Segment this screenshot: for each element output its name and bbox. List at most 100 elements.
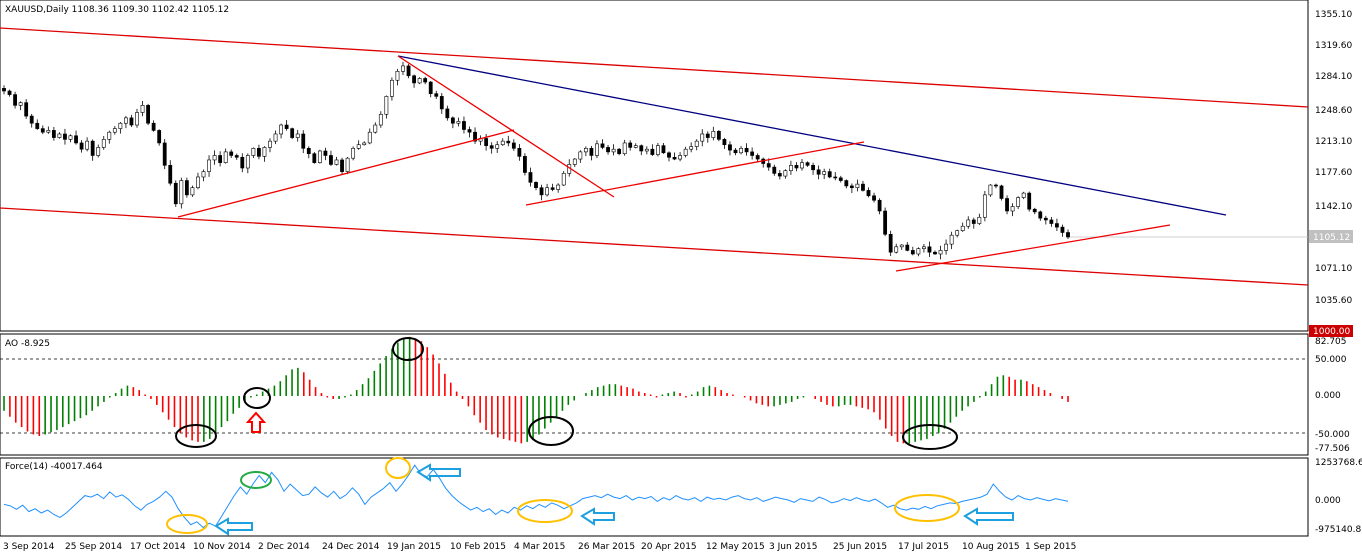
candle [960, 222, 965, 232]
ao-marker-jan[interactable] [392, 337, 424, 361]
candle [933, 250, 937, 255]
candle [390, 77, 394, 101]
blue-left-arrow-jul[interactable] [963, 507, 1014, 526]
main-pane[interactable] [0, 0, 1309, 332]
force-marker-jan[interactable] [385, 457, 411, 479]
candles-layer [2, 61, 1070, 260]
candle [971, 217, 976, 229]
candle [556, 183, 561, 193]
force-marker-jul[interactable] [894, 494, 960, 522]
candle [888, 230, 893, 257]
trend-line-1[interactable] [177, 129, 515, 218]
candle [495, 140, 500, 153]
blue-trend-line[interactable] [397, 55, 1227, 216]
force-marker-dec[interactable] [240, 471, 272, 489]
ao-title: AO -8.925 [5, 339, 50, 349]
candle [639, 144, 644, 156]
x-tick: 19 Jan 2015 [387, 542, 441, 552]
ao-marker-dec[interactable] [243, 387, 271, 409]
candle [733, 147, 738, 156]
candle [966, 216, 971, 229]
candle [944, 239, 948, 255]
blue-left-arrow-jan[interactable] [416, 463, 461, 482]
candle [528, 167, 533, 187]
blue-left-arrow-mar[interactable] [580, 507, 615, 526]
last-price-label: 1105.12 [1313, 233, 1350, 243]
y-tick: 1142.10 [1315, 202, 1352, 212]
candle [118, 121, 123, 134]
trend-line-3[interactable] [525, 141, 865, 206]
candle [351, 146, 356, 161]
candle [500, 138, 505, 146]
candle [290, 127, 295, 140]
y-tick: 1319.60 [1315, 41, 1352, 51]
blue-left-arrow-nov[interactable] [214, 517, 253, 536]
candle [611, 144, 616, 156]
force-marker-nov[interactable] [166, 514, 208, 534]
trend-line-4[interactable] [895, 224, 1171, 272]
x-tick: 4 Mar 2015 [514, 542, 565, 552]
candle [1049, 216, 1054, 227]
candle [1038, 210, 1043, 221]
trend-line-2[interactable] [397, 55, 615, 198]
candle [445, 105, 450, 121]
candle [279, 123, 283, 139]
candle [251, 147, 256, 158]
candle [750, 147, 755, 160]
candle [922, 243, 926, 253]
y-tick: 1071.10 [1315, 264, 1352, 274]
candle [378, 111, 383, 128]
ao-y-tick: 50.000 [1315, 355, 1347, 365]
x-tick: 20 Apr 2015 [641, 542, 697, 552]
x-tick: 25 Sep 2014 [65, 542, 122, 552]
candle [894, 243, 899, 254]
candle [234, 153, 239, 160]
candle [173, 180, 178, 207]
candle [345, 156, 350, 175]
candle [395, 68, 400, 86]
bottom-price-tag [1309, 325, 1353, 337]
ao-marker-jul[interactable] [902, 424, 958, 450]
candle [423, 76, 428, 85]
candle [938, 245, 943, 260]
candle [96, 144, 101, 158]
x-axis: 3 Sep 2014 25 Sep 2014 17 Oct 2014 10 No… [3, 542, 1076, 552]
x-tick: 10 Nov 2014 [193, 542, 251, 552]
candle [190, 185, 195, 197]
candle [417, 77, 422, 85]
upper-channel-line[interactable] [0, 27, 1309, 108]
x-tick: 17 Jul 2015 [898, 542, 949, 552]
candle [927, 241, 932, 258]
candle [268, 138, 272, 153]
red-up-arrow[interactable] [245, 411, 267, 433]
candle [129, 114, 134, 127]
ao-y-tick: 0.000 [1315, 391, 1341, 401]
ao-marker-oct[interactable] [175, 424, 217, 448]
candle [295, 129, 300, 142]
ao-marker-mar[interactable] [528, 416, 574, 446]
candle [816, 165, 821, 180]
candle [201, 169, 206, 182]
candle [2, 85, 6, 95]
ao-pane[interactable] [0, 333, 1309, 456]
force-y-tick: 1253768.63 [1315, 458, 1362, 468]
force-marker-mar[interactable] [517, 499, 573, 523]
candle [661, 142, 666, 154]
candle [716, 130, 721, 142]
candle [722, 137, 727, 149]
candle [1055, 218, 1059, 232]
candle [473, 127, 477, 144]
candle [462, 116, 466, 134]
force-pane[interactable] [0, 457, 1309, 537]
candle [595, 140, 599, 159]
candle [35, 119, 40, 130]
candle [362, 141, 367, 146]
candle [456, 117, 461, 127]
candle [622, 139, 627, 156]
lower-channel-line[interactable] [0, 207, 1309, 286]
candle [439, 93, 444, 114]
candle [317, 149, 322, 164]
force-line-layer [3, 464, 1069, 529]
candle [340, 157, 344, 175]
candle [783, 169, 788, 179]
